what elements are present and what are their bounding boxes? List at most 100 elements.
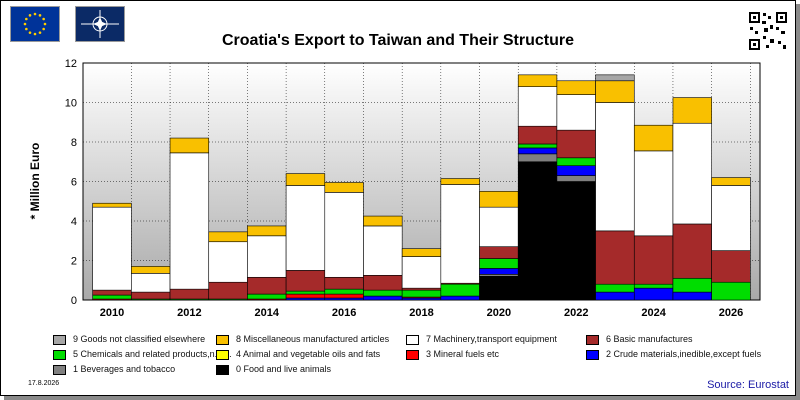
bar-segment[interactable] — [711, 185, 751, 251]
source-label[interactable]: Source: Eurostat — [707, 379, 789, 391]
bar-segment[interactable] — [169, 137, 210, 154]
eu-flag-icon — [10, 6, 60, 42]
legend-swatch — [53, 335, 66, 345]
x-tick-label: 2010 — [100, 307, 124, 319]
bar-segment[interactable] — [92, 202, 132, 208]
bar-segment[interactable] — [711, 177, 751, 186]
bar-segment[interactable] — [633, 287, 674, 301]
bar-segment[interactable] — [247, 235, 287, 278]
bar-segment[interactable] — [247, 293, 287, 300]
bar-segment[interactable] — [633, 235, 674, 285]
nato-flag-icon — [75, 6, 125, 42]
bar-segment[interactable] — [517, 153, 558, 163]
bar-segment[interactable] — [479, 268, 519, 275]
bar-segment[interactable] — [517, 86, 558, 127]
bar-segment[interactable] — [208, 281, 248, 300]
bar-segment[interactable] — [595, 80, 635, 103]
bar-segment[interactable] — [711, 281, 751, 301]
bar-segment[interactable] — [479, 206, 519, 247]
y-tick-label: 6 — [71, 177, 77, 189]
bar-segment[interactable] — [208, 241, 248, 283]
bar-segment[interactable] — [672, 277, 712, 293]
legend-label: 5 Chemicals and related products,n.e.s. — [73, 349, 232, 359]
bar-segment[interactable] — [285, 293, 326, 299]
bar-segment[interactable] — [556, 94, 596, 131]
bar-segment[interactable] — [595, 74, 635, 82]
bar-segment[interactable] — [556, 129, 596, 159]
legend-swatch — [53, 350, 66, 360]
bar-segment[interactable] — [285, 290, 326, 295]
y-tick-label: 2 — [71, 256, 77, 268]
bar-segment[interactable] — [556, 80, 596, 95]
bar-segment[interactable] — [324, 293, 364, 299]
bar-segment[interactable] — [92, 294, 132, 300]
bar-segment[interactable] — [131, 266, 171, 274]
legend-swatch — [406, 350, 419, 360]
bar-segment[interactable] — [363, 225, 403, 276]
bar-segment[interactable] — [517, 74, 558, 87]
bar-segment[interactable] — [285, 270, 326, 292]
bar-segment[interactable] — [363, 215, 403, 227]
bar-segment[interactable] — [517, 161, 558, 301]
bar-segment[interactable] — [401, 289, 442, 298]
bar-segment[interactable] — [595, 283, 635, 293]
bar-segment[interactable] — [595, 230, 635, 285]
bar-segment[interactable] — [401, 248, 442, 257]
bar-segment[interactable] — [672, 291, 712, 301]
bar-segment[interactable] — [324, 182, 364, 193]
bar-segment[interactable] — [517, 147, 558, 155]
bar-segment[interactable] — [556, 175, 596, 182]
bar-segment[interactable] — [517, 125, 558, 145]
bar-segment[interactable] — [633, 150, 674, 237]
bar-segment[interactable] — [672, 97, 712, 124]
x-tick-label: 2018 — [409, 307, 433, 319]
bar-segment[interactable] — [595, 291, 635, 301]
bar-segment[interactable] — [556, 181, 596, 301]
bar-segment[interactable] — [363, 295, 403, 301]
bar-segment[interactable] — [440, 184, 480, 284]
bar-segment[interactable] — [401, 256, 442, 289]
bar-segment[interactable] — [595, 102, 635, 232]
x-tick-label: 2014 — [255, 307, 280, 319]
bar-segment[interactable] — [517, 143, 558, 149]
bar-segment[interactable] — [672, 223, 712, 279]
bar-segment[interactable] — [131, 273, 171, 293]
date-label: 17.8.2026 — [28, 380, 60, 387]
bar-segment[interactable] — [324, 288, 364, 295]
bar-segment[interactable] — [479, 246, 519, 259]
bar-segment[interactable] — [208, 231, 248, 243]
bar-segment[interactable] — [633, 283, 674, 289]
bar-segment[interactable] — [556, 165, 596, 176]
bar-segment[interactable] — [363, 275, 403, 291]
bar-segment[interactable] — [440, 295, 480, 301]
bar-segment[interactable] — [633, 124, 674, 152]
y-tick-label: 10 — [65, 98, 77, 110]
bar-segment[interactable] — [324, 192, 364, 278]
bar-segment[interactable] — [479, 191, 519, 208]
bar-segment[interactable] — [440, 178, 480, 185]
bar-segment[interactable] — [92, 206, 132, 291]
bar-segment[interactable] — [363, 289, 403, 297]
chart-plot: 0 2 4 6 8 10 12 2010 2012 2014 2016 2018 2020 2022 202… — [28, 58, 761, 319]
bar-segment[interactable] — [479, 275, 519, 301]
bar-segment[interactable] — [247, 276, 287, 295]
bar-segment[interactable] — [247, 225, 287, 237]
legend-label: 1 Beverages and tobacco — [73, 364, 176, 374]
y-tick-label: 8 — [71, 137, 77, 149]
bar-segment[interactable] — [711, 250, 751, 283]
bar-segment[interactable] — [672, 122, 712, 225]
y-tick-label: 12 — [65, 58, 77, 70]
legend-swatch — [216, 335, 229, 345]
qr-code-icon[interactable] — [748, 11, 788, 51]
bar-segment[interactable] — [169, 288, 210, 300]
bar-segment[interactable] — [131, 291, 171, 300]
bar-segment[interactable] — [169, 152, 210, 290]
bar-segment[interactable] — [556, 157, 596, 167]
bar-segment[interactable] — [92, 289, 132, 296]
bar-segment[interactable] — [479, 258, 519, 269]
bar-segment[interactable] — [285, 173, 326, 186]
bar-segment[interactable] — [440, 283, 480, 297]
bar-segment[interactable] — [285, 185, 326, 271]
bar-segment[interactable] — [324, 276, 364, 290]
